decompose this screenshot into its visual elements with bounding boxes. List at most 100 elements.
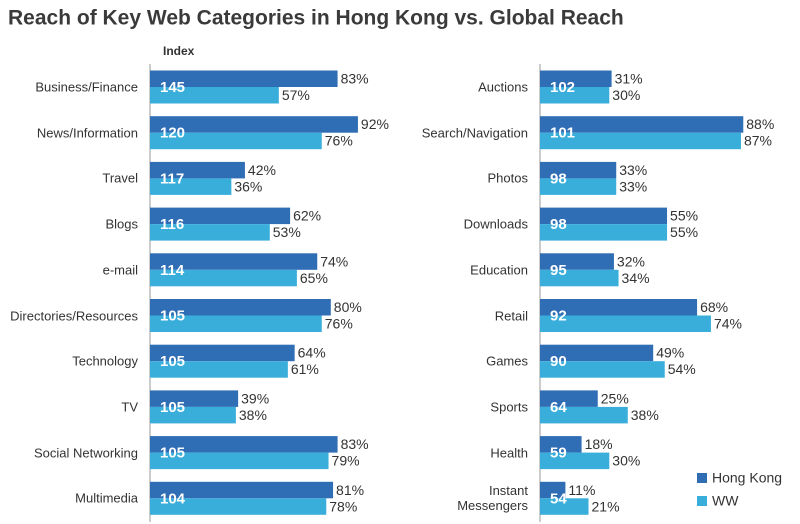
value-label: 76% bbox=[325, 133, 353, 149]
category-label: e-mail bbox=[102, 262, 138, 278]
index-value: 92 bbox=[550, 307, 567, 324]
bar bbox=[540, 178, 617, 195]
bar bbox=[150, 481, 334, 499]
value-label: 79% bbox=[332, 453, 360, 469]
value-label: 36% bbox=[234, 178, 262, 194]
bar bbox=[150, 299, 331, 316]
index-value: 105 bbox=[160, 353, 185, 370]
value-label: 83% bbox=[341, 436, 369, 452]
index-value: 104 bbox=[160, 490, 186, 507]
bar bbox=[540, 70, 612, 87]
value-label: 68% bbox=[700, 299, 728, 315]
index-value: 59 bbox=[550, 445, 567, 462]
value-label: 92% bbox=[361, 116, 389, 132]
index-value: 54 bbox=[550, 490, 567, 507]
category-label: Retail bbox=[494, 308, 528, 323]
bar bbox=[150, 344, 295, 362]
category-label: Technology bbox=[72, 353, 138, 369]
bar bbox=[150, 315, 322, 332]
value-label: 32% bbox=[617, 253, 645, 269]
value-label: 21% bbox=[592, 498, 620, 514]
value-label: 76% bbox=[325, 315, 353, 331]
category-label: Directories/Resources bbox=[10, 308, 138, 323]
category-label: Multimedia bbox=[75, 490, 138, 506]
bar bbox=[150, 224, 270, 241]
value-label: 33% bbox=[619, 162, 647, 178]
category-label: Auctions bbox=[478, 79, 528, 95]
bar bbox=[150, 406, 236, 424]
bar bbox=[540, 390, 598, 407]
value-label: 25% bbox=[601, 390, 629, 406]
value-label: 61% bbox=[291, 361, 319, 377]
bar bbox=[150, 253, 318, 270]
index-value: 98 bbox=[550, 170, 567, 187]
category-label: Sports bbox=[490, 399, 528, 415]
bar bbox=[540, 253, 614, 270]
category-label: TV bbox=[121, 399, 138, 415]
bar bbox=[150, 116, 358, 133]
category-label: Instant Messengers bbox=[457, 483, 528, 514]
value-label: 78% bbox=[329, 498, 357, 514]
bar bbox=[150, 498, 327, 515]
value-label: 57% bbox=[282, 87, 310, 103]
bar bbox=[150, 390, 239, 407]
value-label: 30% bbox=[612, 87, 640, 103]
bar bbox=[150, 132, 322, 150]
legend-label: Hong Kong bbox=[712, 470, 782, 486]
category-label: News/Information bbox=[36, 125, 138, 141]
index-value: 117 bbox=[160, 170, 184, 187]
category-label: Business/Finance bbox=[35, 79, 138, 95]
bar bbox=[150, 436, 338, 453]
index-value: 102 bbox=[550, 79, 575, 96]
value-label: 62% bbox=[293, 208, 321, 224]
bar bbox=[540, 498, 589, 515]
legend-swatch bbox=[697, 496, 707, 506]
bar bbox=[540, 161, 617, 179]
value-label: 80% bbox=[334, 299, 362, 315]
value-label: 88% bbox=[746, 116, 774, 132]
category-label: Travel bbox=[102, 170, 138, 186]
category-label: Search/Navigation bbox=[421, 125, 528, 141]
index-value: 95 bbox=[550, 262, 567, 279]
bar bbox=[540, 436, 582, 453]
legend-swatch bbox=[697, 473, 707, 483]
bar bbox=[540, 406, 628, 424]
bar bbox=[540, 481, 566, 499]
bar bbox=[150, 269, 297, 287]
index-value: 105 bbox=[160, 307, 185, 324]
value-label: 38% bbox=[631, 407, 659, 423]
category-label: Downloads bbox=[463, 216, 528, 232]
index-value: 105 bbox=[160, 445, 185, 462]
value-label: 38% bbox=[239, 407, 267, 423]
value-label: 42% bbox=[248, 162, 276, 178]
index-label: Index bbox=[163, 44, 195, 58]
index-value: 101 bbox=[550, 125, 575, 142]
index-value: 114 bbox=[160, 262, 185, 279]
index-value: 98 bbox=[550, 216, 567, 233]
value-label: 33% bbox=[619, 178, 647, 194]
category-label: Health bbox=[490, 445, 528, 461]
bar bbox=[540, 299, 698, 316]
value-label: 55% bbox=[670, 224, 698, 240]
category-label: Education bbox=[470, 262, 528, 278]
bar bbox=[540, 87, 610, 104]
bar bbox=[540, 224, 668, 241]
bar bbox=[150, 161, 245, 179]
value-label: 34% bbox=[622, 270, 650, 286]
bar bbox=[540, 269, 619, 287]
index-value: 90 bbox=[550, 353, 567, 370]
index-value: 145 bbox=[160, 79, 185, 96]
value-label: 55% bbox=[670, 208, 698, 224]
bar bbox=[150, 361, 288, 378]
bar bbox=[150, 87, 279, 104]
chart-title: Reach of Key Web Categories in Hong Kong… bbox=[8, 7, 624, 30]
value-label: 65% bbox=[300, 270, 328, 286]
legend-label: WW bbox=[712, 493, 739, 509]
bar bbox=[540, 116, 744, 133]
value-label: 54% bbox=[668, 361, 696, 377]
value-label: 31% bbox=[615, 70, 643, 86]
index-value: 120 bbox=[160, 125, 185, 142]
bar bbox=[150, 178, 232, 195]
value-label: 83% bbox=[341, 70, 369, 86]
bar bbox=[150, 207, 291, 225]
